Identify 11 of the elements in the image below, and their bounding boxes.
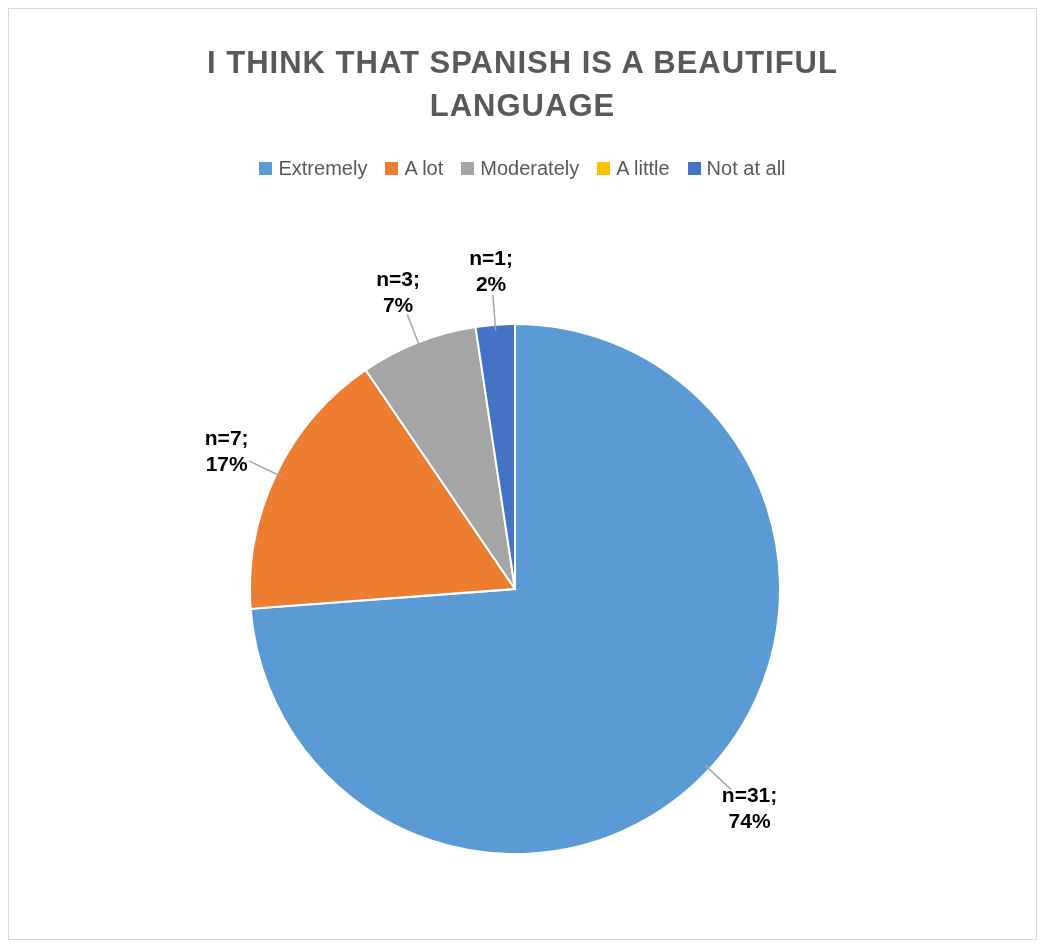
legend-label: Not at all — [706, 157, 786, 180]
data-label: n=31; 74% — [721, 782, 778, 832]
legend-label: Extremely — [278, 157, 368, 180]
data-label: n=7; 17% — [204, 426, 249, 476]
data-label: n=3; 7% — [376, 267, 420, 317]
legend-label: Moderately — [480, 157, 580, 180]
data-label: n=1; 2% — [469, 245, 513, 295]
legend-label: A little — [616, 157, 670, 180]
legend-label: A lot — [404, 157, 444, 180]
pie-slice — [249, 323, 781, 855]
chart-title: I THINK THAT SPANISH IS A BEAUTIFUL LANGUAGE — [206, 44, 839, 125]
